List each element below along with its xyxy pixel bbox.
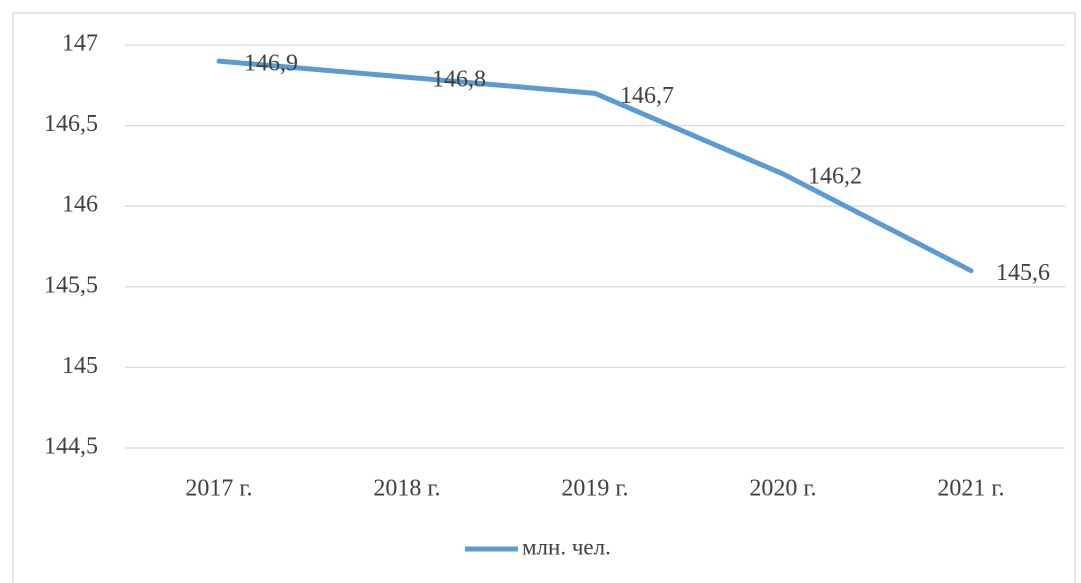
x-tick-label: 2017 г.: [185, 476, 252, 502]
x-tick-label: 2018 г.: [373, 476, 440, 502]
data-label: 145,6: [996, 260, 1050, 286]
y-tick-label: 146: [62, 192, 98, 218]
data-label: 146,9: [244, 51, 298, 77]
x-tick-label: 2021 г.: [937, 476, 1004, 502]
y-tick-label: 145: [62, 353, 98, 379]
y-tick-label: 144,5: [44, 434, 98, 460]
legend-label: млн. чел.: [522, 534, 611, 559]
x-tick-label: 2020 г.: [749, 476, 816, 502]
x-tick-label: 2019 г.: [561, 476, 628, 502]
y-tick-label: 147: [62, 31, 98, 57]
chart-border: [12, 12, 1076, 583]
y-tick-label: 145,5: [44, 272, 98, 298]
series-line: [216, 58, 974, 274]
data-label: 146,7: [620, 83, 674, 109]
data-label: 146,8: [432, 67, 486, 93]
data-label: 146,2: [808, 163, 862, 189]
y-tick-label: 146,5: [44, 111, 98, 137]
